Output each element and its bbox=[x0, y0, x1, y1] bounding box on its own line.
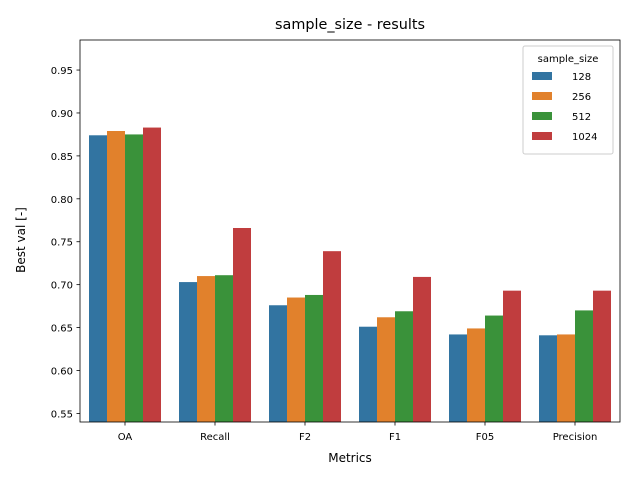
bar-f2-512 bbox=[305, 294, 323, 422]
bar-f05-512 bbox=[485, 315, 503, 422]
x-tick-label: Precision bbox=[553, 432, 598, 443]
bar-precision-512 bbox=[575, 310, 593, 422]
y-tick-label: 0.60 bbox=[51, 366, 73, 377]
bar-f1-256 bbox=[377, 317, 395, 422]
bar-f05-256 bbox=[467, 328, 485, 422]
y-tick-label: 0.75 bbox=[51, 238, 73, 249]
y-tick-label: 0.90 bbox=[51, 109, 73, 120]
legend-label-256: 256 bbox=[572, 92, 591, 103]
x-tick-label: OA bbox=[118, 432, 133, 443]
legend-label-128: 128 bbox=[572, 72, 591, 83]
y-tick-label: 0.95 bbox=[51, 66, 73, 77]
x-axis: OA Recall F2 F1 F05 Precision bbox=[118, 422, 598, 443]
chart-title: sample_size - results bbox=[275, 17, 425, 33]
bar-f2-256 bbox=[287, 297, 305, 422]
bar-f1-1024 bbox=[413, 276, 431, 422]
bar-recall-512 bbox=[215, 275, 233, 422]
y-tick-label: 0.55 bbox=[51, 409, 73, 420]
bar-recall-256 bbox=[197, 276, 215, 422]
bar-recall-128 bbox=[179, 282, 197, 422]
bars-group bbox=[89, 127, 611, 423]
bar-f1-128 bbox=[359, 326, 377, 422]
legend-title: sample_size bbox=[538, 54, 599, 65]
legend-swatch-1024 bbox=[532, 132, 552, 140]
bar-precision-128 bbox=[539, 335, 557, 422]
y-axis: 0.55 0.60 0.65 0.70 0.75 0.80 0.85 0.90 0.95 bbox=[51, 66, 80, 420]
x-tick-label: F05 bbox=[476, 432, 494, 443]
bar-precision-256 bbox=[557, 334, 575, 422]
x-tick-label: F1 bbox=[389, 432, 401, 443]
x-tick-label: Recall bbox=[200, 432, 230, 443]
bar-precision-1024 bbox=[593, 290, 611, 422]
bar-f2-1024 bbox=[323, 251, 341, 422]
legend-label-512: 512 bbox=[572, 112, 591, 123]
bar-oa-512 bbox=[125, 134, 143, 422]
bar-f05-1024 bbox=[503, 290, 521, 422]
legend-swatch-256 bbox=[532, 92, 552, 100]
bar-f2-128 bbox=[269, 305, 287, 422]
plot-frame bbox=[79, 39, 621, 423]
bar-f05-128 bbox=[449, 334, 467, 422]
y-tick-label: 0.65 bbox=[51, 324, 73, 335]
bar-recall-1024 bbox=[233, 227, 251, 422]
y-tick-label: 0.85 bbox=[51, 152, 73, 163]
x-tick-label: F2 bbox=[299, 432, 311, 443]
legend: sample_size 128 256 512 1024 bbox=[522, 45, 614, 155]
y-axis-label: Best val [-] bbox=[14, 207, 28, 273]
y-tick-label: 0.80 bbox=[51, 195, 73, 206]
bar-f1-512 bbox=[395, 311, 413, 422]
legend-label-1024: 1024 bbox=[572, 132, 597, 143]
legend-swatch-512 bbox=[532, 112, 552, 120]
bar-oa-256 bbox=[107, 130, 125, 422]
bar-oa-128 bbox=[89, 135, 107, 422]
x-axis-label: Metrics bbox=[328, 451, 372, 465]
legend-swatch-128 bbox=[532, 72, 552, 80]
y-tick-label: 0.70 bbox=[51, 281, 73, 292]
bar-oa-1024 bbox=[143, 127, 161, 423]
